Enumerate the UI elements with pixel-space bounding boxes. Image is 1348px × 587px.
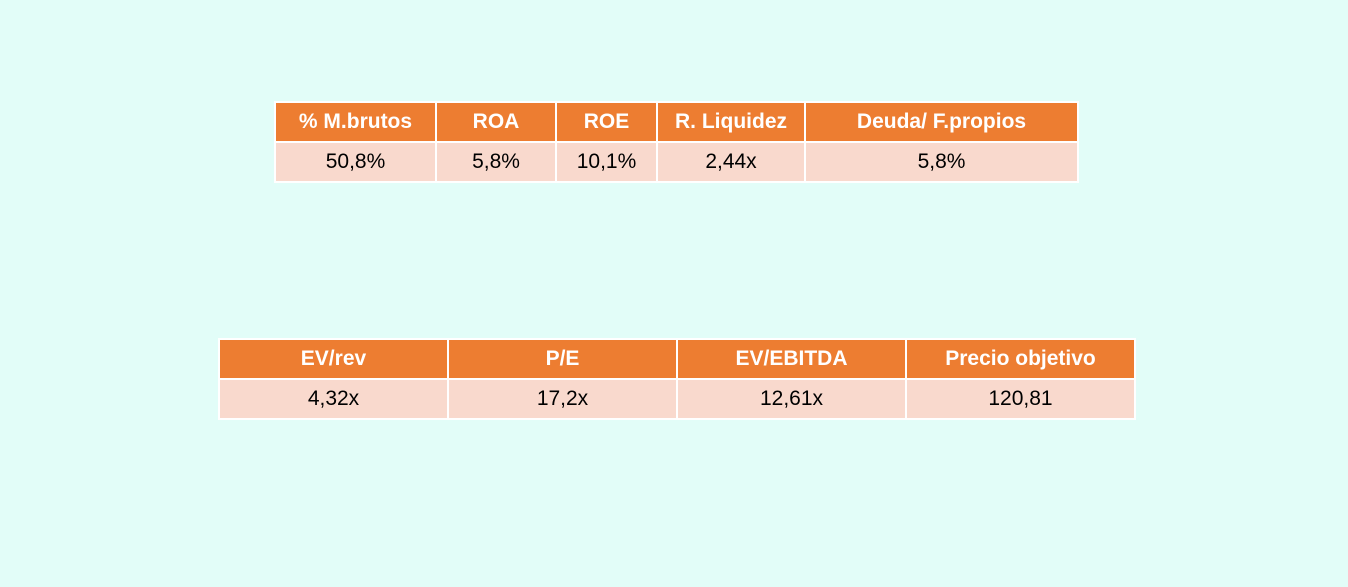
data-cell: 17,2x (447, 378, 678, 420)
data-cell: 4,32x (218, 378, 449, 420)
data-cell: 10,1% (555, 141, 658, 183)
ratios-table: % M.brutos ROA ROE R. Liquidez Deuda/ F.prop… (274, 101, 1079, 183)
data-row: 4,32x 17,2x 12,61x 120,81 (218, 378, 1136, 420)
header-cell: Deuda/ F.propios (804, 101, 1079, 143)
data-row: 50,8% 5,8% 10,1% 2,44x 5,8% (274, 141, 1079, 183)
data-cell: 5,8% (435, 141, 557, 183)
valuation-table: EV/rev P/E EV/EBITDA Precio objetivo 4,32x 1… (218, 338, 1136, 420)
header-cell: EV/EBITDA (676, 338, 907, 380)
header-row: EV/rev P/E EV/EBITDA Precio objetivo (218, 338, 1136, 380)
header-cell: R. Liquidez (656, 101, 806, 143)
data-cell: 50,8% (274, 141, 437, 183)
header-row: % M.brutos ROA ROE R. Liquidez Deuda/ F.prop… (274, 101, 1079, 143)
data-cell: 120,81 (905, 378, 1136, 420)
data-cell: 5,8% (804, 141, 1079, 183)
header-cell: % M.brutos (274, 101, 437, 143)
header-cell: Precio objetivo (905, 338, 1136, 380)
header-cell: P/E (447, 338, 678, 380)
header-cell: EV/rev (218, 338, 449, 380)
data-cell: 2,44x (656, 141, 806, 183)
data-cell: 12,61x (676, 378, 907, 420)
header-cell: ROA (435, 101, 557, 143)
header-cell: ROE (555, 101, 658, 143)
